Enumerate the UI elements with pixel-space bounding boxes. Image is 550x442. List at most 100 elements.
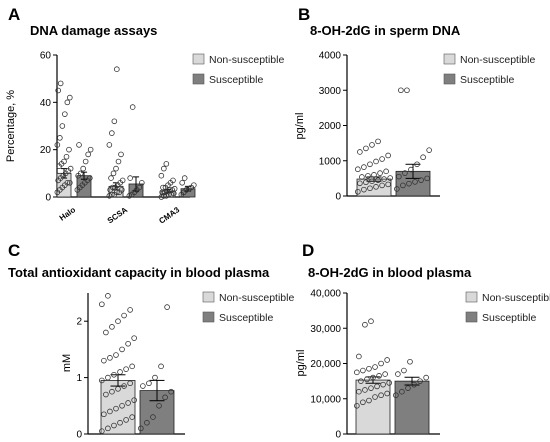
- legend-swatch-susceptible: [202, 311, 215, 323]
- data-point: [87, 146, 94, 153]
- data-point: [377, 170, 383, 176]
- data-point: [373, 158, 379, 165]
- data-point: [371, 172, 377, 178]
- data-point: [55, 87, 61, 94]
- panel-c: C Total antioxidant capacity in blood pla…: [8, 241, 294, 441]
- legend-swatch-susceptible: [192, 73, 205, 85]
- data-point: [160, 184, 166, 191]
- data-point: [129, 104, 136, 110]
- data-point: [113, 405, 119, 412]
- data-point: [396, 173, 402, 180]
- legend-label-susceptible: Susceptible: [482, 312, 536, 324]
- data-point: [109, 191, 115, 198]
- data-point: [378, 392, 384, 399]
- data-point: [61, 158, 67, 165]
- y-tick-label: 0: [335, 192, 341, 203]
- x-tick-label: Halo: [58, 205, 77, 222]
- data-point: [80, 165, 86, 172]
- data-point: [366, 365, 372, 372]
- susceptible-bar: [394, 380, 430, 435]
- data-point: [358, 378, 364, 384]
- data-point: [76, 142, 82, 148]
- data-point: [360, 367, 366, 374]
- chart-title: 8-OH-2dG in sperm DNA: [310, 23, 461, 38]
- data-point: [125, 400, 131, 406]
- data-point: [372, 394, 378, 400]
- data-point: [367, 161, 373, 168]
- y-tick-label: 0: [45, 193, 51, 204]
- data-point: [361, 186, 367, 193]
- data-point: [363, 145, 369, 152]
- data-point: [99, 428, 105, 434]
- data-point: [125, 340, 131, 347]
- data-point: [123, 417, 129, 423]
- data-point: [356, 388, 362, 395]
- data-point: [368, 385, 374, 391]
- data-point: [150, 414, 156, 420]
- data-point: [407, 358, 413, 365]
- data-point: [367, 185, 373, 192]
- y-tick-label: 1000: [319, 156, 342, 167]
- data-point: [361, 164, 367, 170]
- data-point: [117, 419, 123, 426]
- data-point: [372, 364, 378, 370]
- data-point: [370, 374, 376, 381]
- data-point: [110, 170, 117, 177]
- data-point: [139, 180, 145, 186]
- data-point: [355, 188, 361, 195]
- data-point: [412, 179, 418, 185]
- data-point: [385, 152, 391, 159]
- y-tick-label: 1: [76, 373, 82, 384]
- data-point: [399, 388, 405, 395]
- data-point: [166, 187, 173, 193]
- data-point: [387, 175, 393, 181]
- data-point: [163, 161, 170, 167]
- chart-title: Total antioxidant capacity in blood plas…: [8, 265, 270, 280]
- data-point: [382, 371, 388, 377]
- data-point: [379, 156, 385, 162]
- data-point: [162, 394, 168, 401]
- legend-label-susceptible: Susceptible: [219, 312, 273, 324]
- data-point: [401, 367, 407, 374]
- data-point: [106, 142, 113, 148]
- data-point: [171, 185, 178, 192]
- data-point: [67, 165, 74, 172]
- data-point: [109, 184, 116, 191]
- data-point: [364, 376, 370, 383]
- data-point: [373, 184, 379, 190]
- y-tick-label: 10,000: [310, 394, 341, 405]
- data-point: [64, 180, 71, 186]
- data-point: [114, 189, 120, 196]
- data-point: [365, 173, 371, 179]
- y-tick-label: 0: [76, 430, 82, 441]
- data-point: [119, 187, 125, 193]
- data-point: [380, 381, 386, 388]
- legend-label-non-susceptible: Non-susceptible: [460, 54, 535, 66]
- data-point: [170, 177, 176, 184]
- data-point: [375, 138, 381, 145]
- data-point: [375, 177, 381, 183]
- data-point: [111, 422, 117, 429]
- data-point: [426, 147, 432, 153]
- y-tick-label: 3000: [319, 86, 342, 97]
- data-point: [369, 142, 375, 148]
- y-tick-label: 20,000: [310, 359, 341, 370]
- y-axis-label: Percentage, %: [5, 90, 17, 162]
- legend-swatch-non-susceptible: [443, 53, 456, 65]
- data-point: [103, 329, 109, 336]
- legend-label-non-susceptible: Non-susceptible: [482, 292, 550, 304]
- data-point: [381, 176, 387, 182]
- data-point: [101, 411, 107, 418]
- data-point: [140, 383, 146, 389]
- panel-letter: D: [302, 241, 314, 260]
- y-tick-label: 0: [335, 430, 341, 441]
- data-point: [119, 177, 126, 184]
- panel-letter: C: [8, 241, 20, 260]
- data-point: [423, 374, 429, 381]
- data-point: [386, 380, 392, 386]
- data-point: [77, 170, 84, 177]
- data-point: [376, 373, 382, 379]
- data-point: [156, 402, 162, 409]
- chart-title: DNA damage assays: [30, 23, 157, 38]
- data-point: [63, 153, 70, 160]
